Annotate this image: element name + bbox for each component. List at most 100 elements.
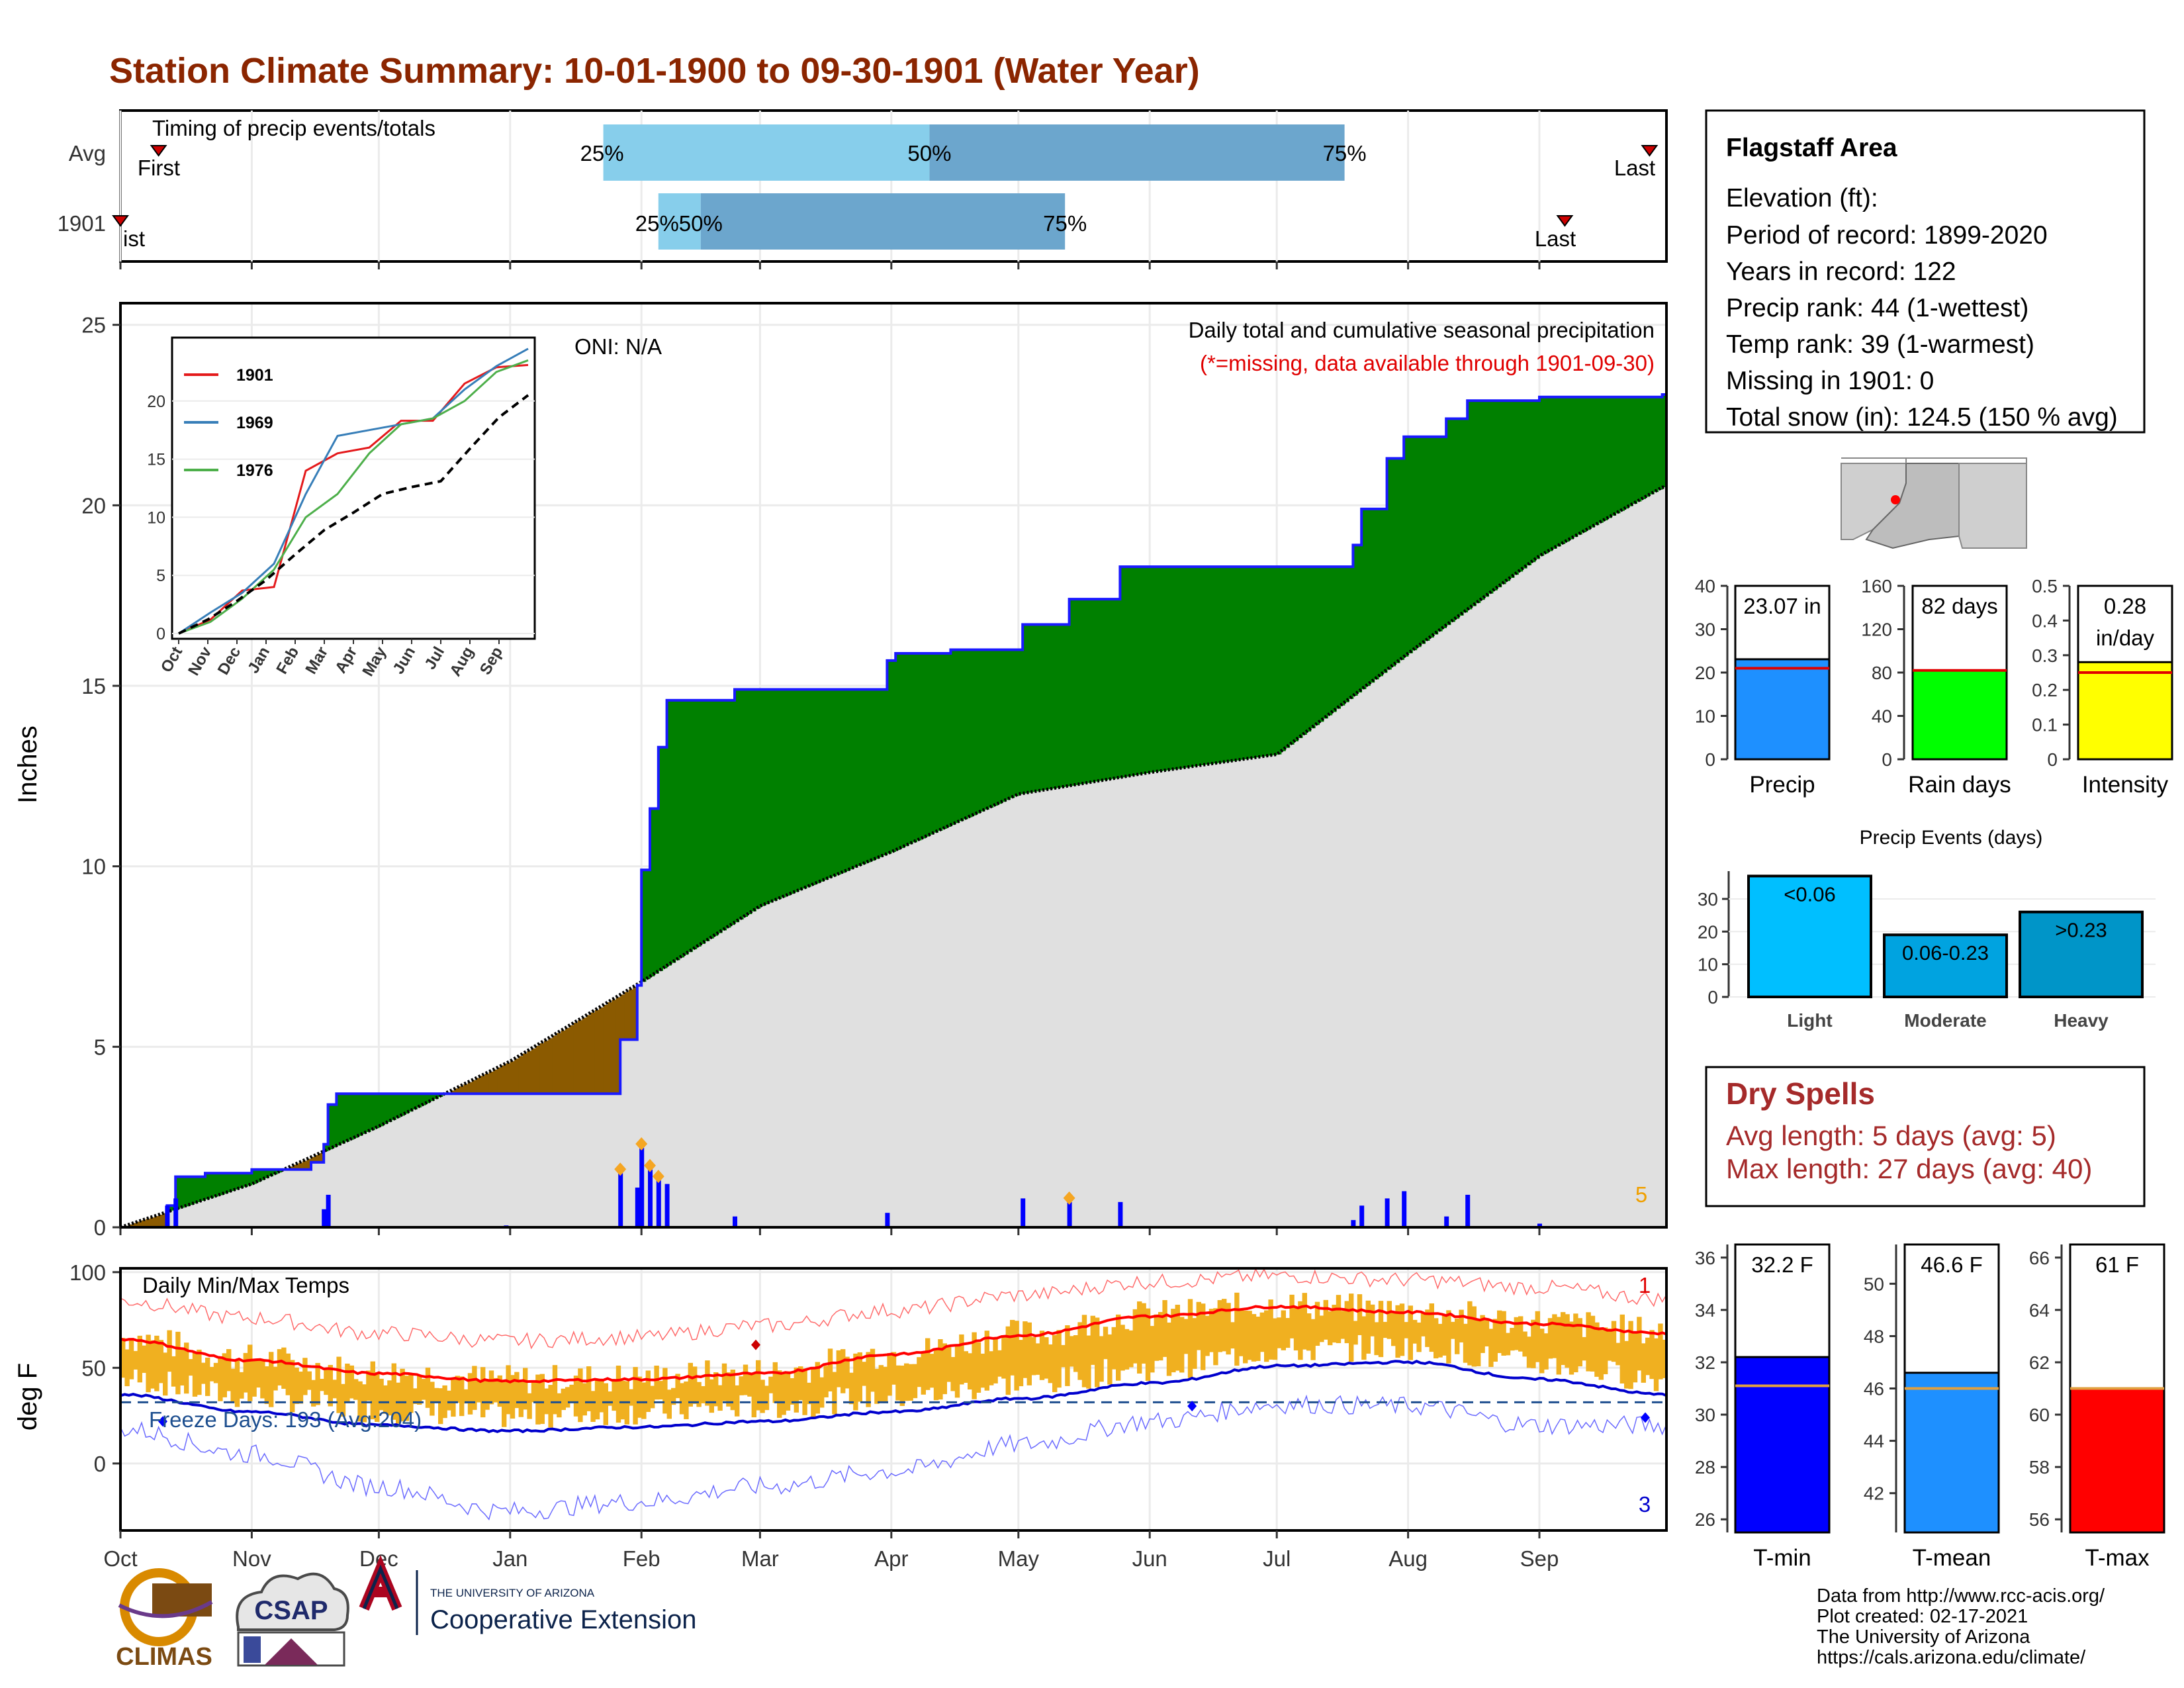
temp-ytick-label: 50: [81, 1356, 106, 1380]
below-average-fill: [615, 997, 621, 1094]
below-average-fill: [608, 1002, 613, 1094]
daily-temp-range: [1624, 1340, 1629, 1389]
below-average-fill: [523, 1053, 528, 1094]
daily-temp-range: [620, 1380, 625, 1420]
above-average-fill: [1226, 567, 1231, 762]
daily-temp-range: [1361, 1316, 1367, 1360]
daily-temp-range: [802, 1368, 807, 1415]
daily-temp-range: [713, 1372, 719, 1407]
daily-temp-range: [1649, 1330, 1655, 1380]
normal-precip-area: [120, 487, 1666, 1227]
summary-ytick-label: 64: [2029, 1300, 2050, 1321]
above-average-fill: [1658, 397, 1663, 490]
daily-temp-range: [912, 1364, 918, 1399]
daily-temp-range: [192, 1351, 198, 1397]
above-average-fill: [853, 689, 858, 868]
avg-first-label: First: [138, 156, 180, 180]
below-average-fill: [480, 1076, 486, 1094]
daily-temp-range: [213, 1362, 219, 1383]
above-average-fill: [1137, 567, 1142, 775]
above-average-fill: [1073, 599, 1079, 785]
summary-name-label: Precip: [1749, 772, 1815, 798]
above-average-fill: [917, 653, 922, 841]
above-average-fill: [684, 700, 689, 955]
daily-temp-range: [269, 1352, 274, 1407]
daily-temp-range: [836, 1350, 841, 1387]
daily-temp-range: [128, 1339, 134, 1380]
above-average-fill: [1492, 400, 1498, 590]
above-average-fill: [1476, 400, 1481, 603]
above-average-fill: [1543, 397, 1549, 554]
daily-precip-bar: [635, 1188, 640, 1227]
month-tick-label: Jul: [1263, 1546, 1291, 1571]
daily-temp-range: [1259, 1312, 1265, 1352]
above-average-fill: [264, 1169, 269, 1178]
daily-temp-range: [1658, 1323, 1663, 1380]
daily-temp-range: [1116, 1314, 1121, 1381]
daily-temp-range: [1455, 1318, 1460, 1354]
above-average-fill: [1450, 418, 1455, 622]
summary-bar: [1734, 1356, 1831, 1534]
daily-precip-bar: [733, 1216, 737, 1227]
daily-temp-range: [1619, 1314, 1625, 1383]
daily-temp-range: [544, 1388, 549, 1415]
above-average-fill: [222, 1173, 227, 1194]
above-average-fill: [1187, 567, 1193, 767]
timing-pct-label: 50%: [679, 211, 723, 236]
daily-temp-range: [870, 1348, 876, 1392]
temp-ytick-label: 0: [94, 1452, 106, 1476]
summary-bar: [1903, 1372, 2000, 1534]
daily-temp-range: [1052, 1335, 1058, 1393]
daily-temp-range: [226, 1349, 232, 1391]
daily-temp-range: [290, 1360, 295, 1413]
daily-temp-range: [243, 1352, 248, 1393]
daily-temp-range: [1128, 1330, 1134, 1368]
daily-temp-range: [1459, 1309, 1464, 1342]
precip-event-category: Heavy: [2054, 1010, 2109, 1031]
above-average-fill: [832, 689, 837, 876]
daily-temp-range: [1086, 1335, 1091, 1389]
daily-temp-range: [645, 1370, 651, 1412]
daily-temp-range: [1056, 1330, 1062, 1388]
summary-ytick-label: 40: [1695, 576, 1715, 596]
below-average-fill: [311, 1156, 316, 1162]
daily-temp-range: [747, 1374, 752, 1397]
above-average-fill: [1175, 567, 1180, 769]
daily-temp-range: [1192, 1318, 1197, 1369]
above-average-fill: [841, 689, 846, 873]
summary-bar: [2077, 661, 2173, 761]
daily-temp-range: [980, 1353, 985, 1388]
above-average-fill: [1103, 599, 1108, 780]
daily-temp-range: [336, 1356, 341, 1413]
daily-temp-range: [1023, 1321, 1028, 1378]
below-average-fill: [582, 1017, 587, 1094]
precip-event-category: Moderate: [1904, 1010, 1986, 1031]
above-average-fill: [421, 1094, 426, 1105]
below-average-fill: [629, 989, 634, 1040]
daily-temp-range: [666, 1389, 672, 1419]
oni-label: ONI: N/A: [574, 334, 662, 359]
summary-ytick-label: 0: [1705, 749, 1715, 770]
above-average-fill: [1099, 599, 1104, 781]
above-average-fill: [1023, 624, 1028, 794]
above-average-fill: [1281, 567, 1286, 751]
below-average-fill: [319, 1153, 324, 1162]
inset-ytick-label: 15: [147, 451, 165, 469]
daily-temp-range: [459, 1376, 465, 1417]
heavy-count: 5: [1635, 1182, 1647, 1207]
daily-temp-range: [1505, 1333, 1511, 1356]
above-average-fill: [255, 1169, 261, 1182]
above-average-fill: [798, 689, 803, 890]
below-average-fill: [620, 994, 625, 1040]
summary-bar: [2069, 1387, 2165, 1534]
above-average-fill: [1539, 397, 1545, 556]
daily-temp-range: [756, 1360, 761, 1411]
above-average-fill: [370, 1094, 375, 1131]
above-average-fill: [827, 689, 833, 878]
daily-temp-range: [1336, 1295, 1342, 1344]
daily-temp-range: [1196, 1301, 1201, 1350]
daily-temp-range: [1370, 1304, 1375, 1336]
daily-temp-range: [573, 1376, 579, 1417]
daily-temp-range: [1289, 1294, 1295, 1338]
